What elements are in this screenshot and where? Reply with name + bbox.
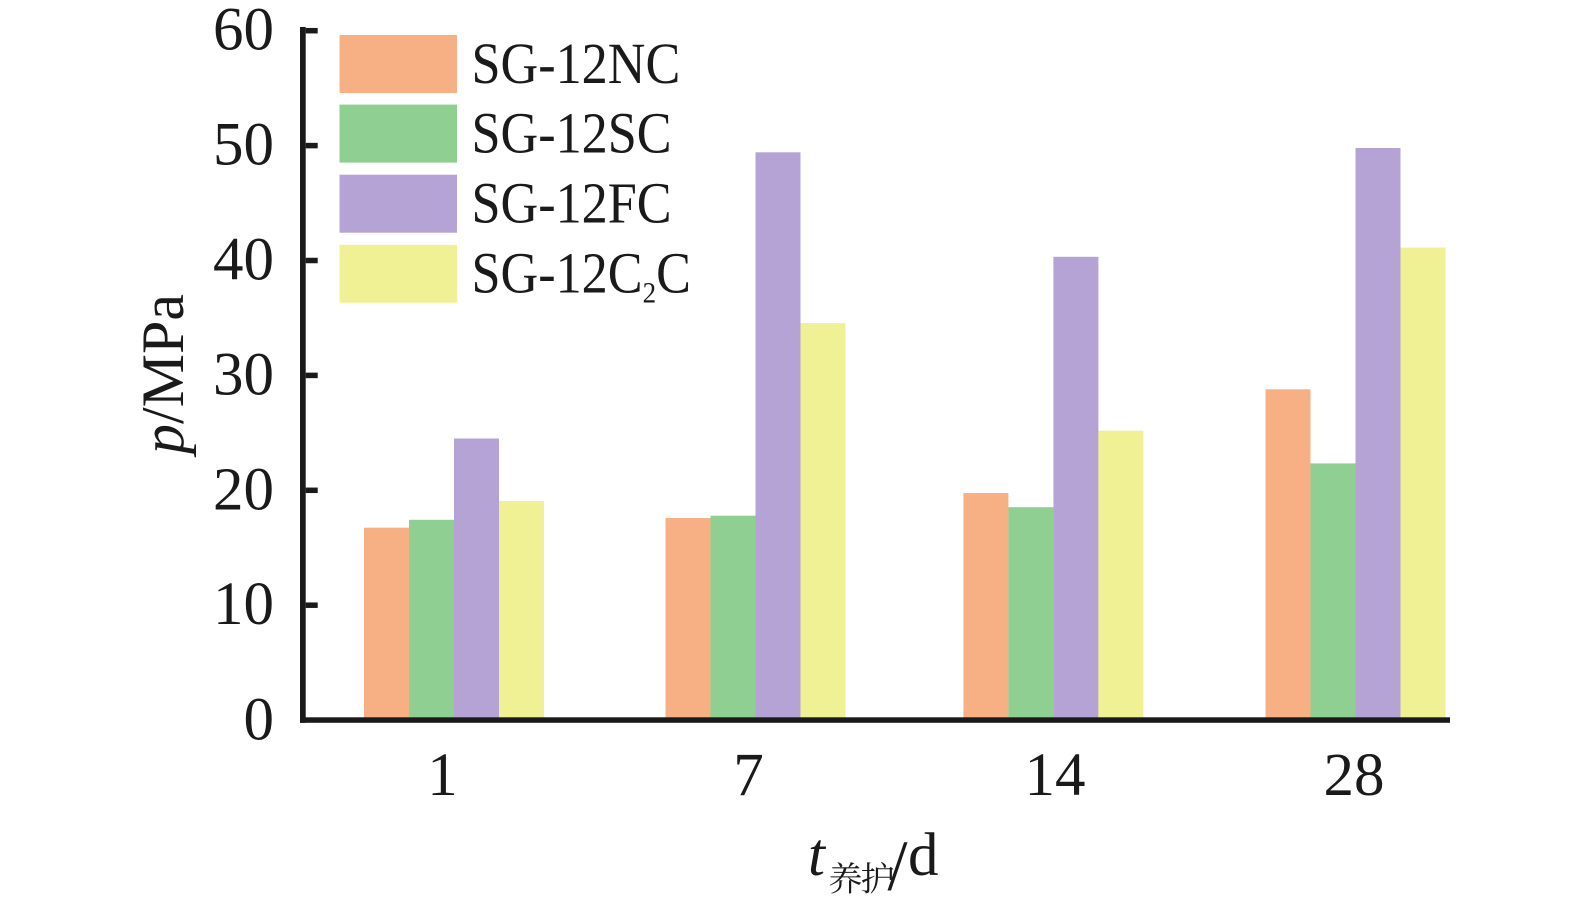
svg-text:28: 28 <box>1324 742 1385 809</box>
svg-text:0: 0 <box>244 686 275 753</box>
svg-text:10: 10 <box>213 571 274 638</box>
svg-text:7: 7 <box>733 742 764 809</box>
svg-text:50: 50 <box>213 112 274 179</box>
svg-text:t: t <box>808 822 827 889</box>
svg-text:20: 20 <box>213 456 274 523</box>
svg-text:p/MPa: p/MPa <box>130 294 196 458</box>
svg-text:40: 40 <box>213 227 274 294</box>
svg-text:SG-12NC: SG-12NC <box>472 31 681 95</box>
svg-text:14: 14 <box>1025 742 1086 809</box>
svg-text:60: 60 <box>213 0 274 64</box>
svg-text:d: d <box>908 822 939 889</box>
svg-text:SG-12C2C: SG-12C2C <box>472 241 691 310</box>
svg-text:30: 30 <box>213 341 274 408</box>
svg-text:SG-12SC: SG-12SC <box>472 101 672 165</box>
svg-text:1: 1 <box>427 742 458 809</box>
svg-text:SG-12FC: SG-12FC <box>472 171 672 235</box>
svg-text:/: / <box>888 826 908 906</box>
